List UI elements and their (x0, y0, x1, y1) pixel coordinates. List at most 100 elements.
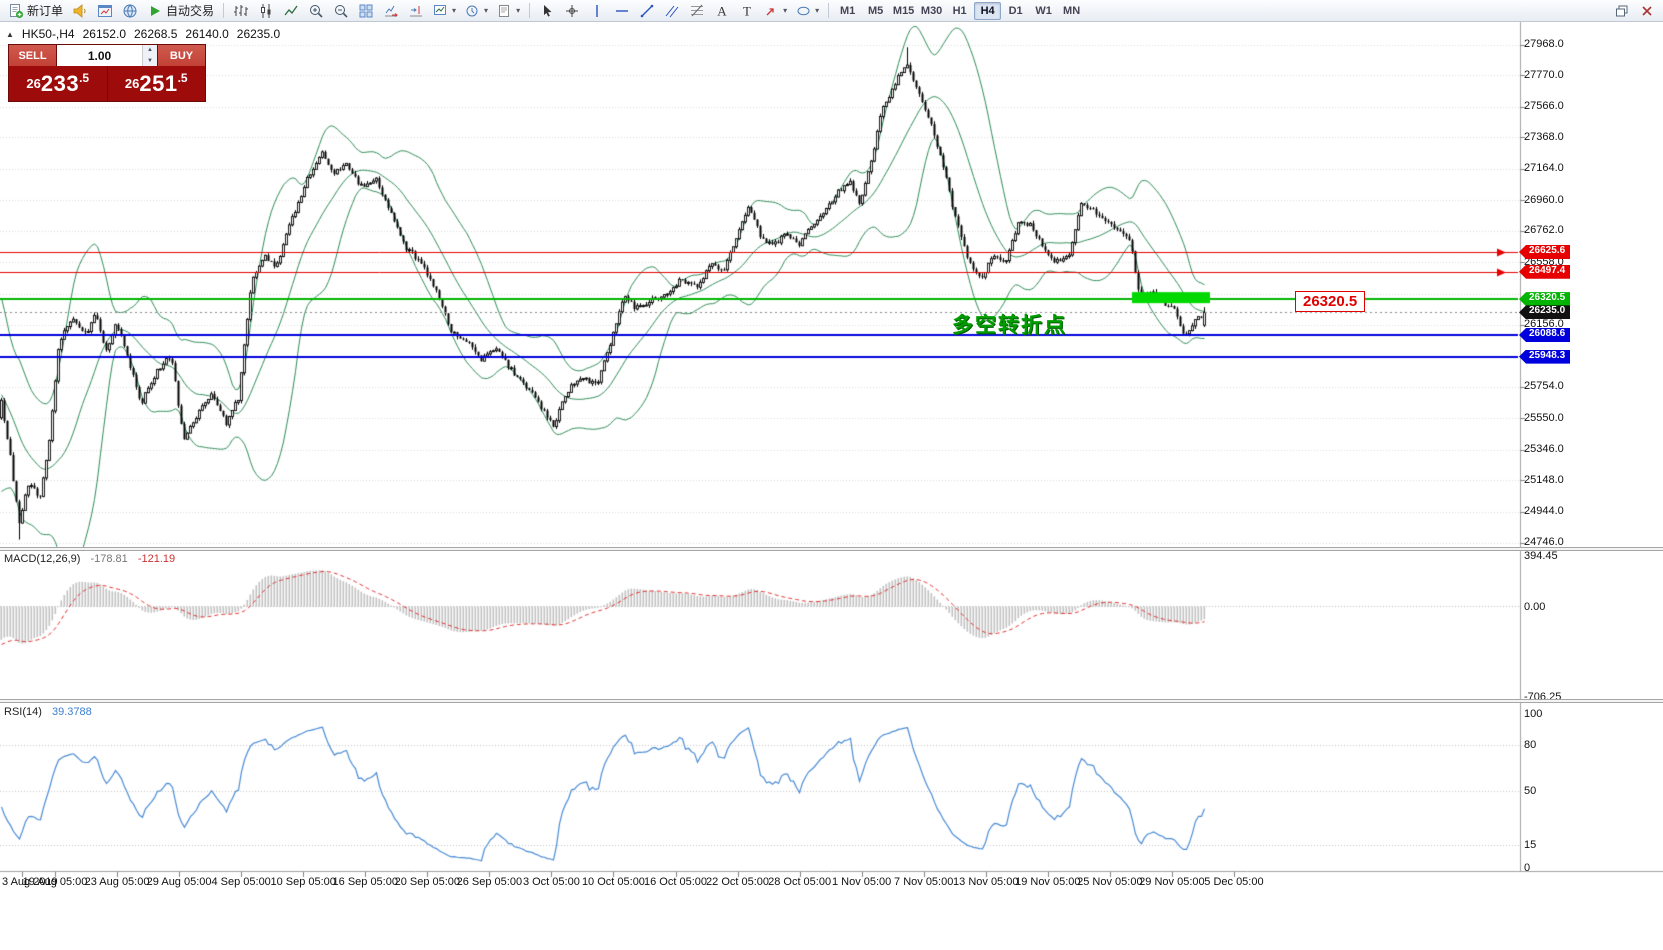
arrows-icon (764, 3, 780, 19)
new-order-button[interactable]: 新订单 (4, 1, 67, 20)
chart-info-line: ▲ HK50-,H4 26152.0 26268.5 26140.0 26235… (6, 27, 280, 41)
dropdown-caret-icon: ▾ (815, 5, 820, 15)
timeframe-h4-button[interactable]: H4 (974, 1, 1002, 20)
macd-name: MACD(12,26,9) (4, 553, 81, 565)
bar-close-value: 26235.0 (236, 27, 281, 41)
new-order-label: 新订单 (27, 4, 64, 18)
bar-low-value: 26140.0 (185, 27, 229, 41)
new-chart-button[interactable]: ▾ (429, 1, 460, 20)
arrows-button[interactable]: ▾ (760, 1, 791, 20)
buy-price-fraction: .5 (177, 71, 188, 85)
rsi-indicator-label: RSI(14) 39.3788 (4, 706, 92, 718)
shapes-button[interactable]: ▾ (792, 1, 823, 20)
line-chart-button[interactable] (279, 1, 303, 20)
sell-price-prefix: 26 (26, 76, 41, 91)
sell-price-fraction: .5 (79, 71, 90, 85)
svg-text:T: T (743, 3, 751, 18)
fibonacci-button[interactable] (685, 1, 709, 20)
timeframe-d1-button[interactable]: D1 (1002, 2, 1029, 20)
one-click-trading-panel: SELL ▲ ▼ BUY 26 233 .5 26 251 .5 (8, 44, 206, 102)
candlestick-chart-button[interactable] (254, 1, 278, 20)
crosshair-button[interactable] (560, 1, 584, 20)
vertical-line-button[interactable] (585, 1, 609, 20)
timeframe-m1-button[interactable]: M1 (834, 2, 861, 20)
sell-price-big: 233 (40, 70, 80, 96)
rsi-name: RSI(14) (4, 706, 42, 718)
sell-price[interactable]: 26 233 .5 (9, 66, 108, 101)
timeframe-w1-button[interactable]: W1 (1030, 2, 1057, 20)
buy-button[interactable]: BUY (158, 45, 205, 66)
volume-down-button[interactable]: ▼ (143, 55, 157, 66)
buy-price-big: 251 (139, 70, 178, 96)
zoom-in-icon (308, 3, 324, 19)
trade-panel-header-row: SELL ▲ ▼ BUY (9, 45, 205, 66)
timeframe-mn-button[interactable]: MN (1058, 2, 1085, 20)
text-label-button[interactable]: T (735, 1, 759, 20)
bar-high-value: 26268.5 (134, 27, 178, 41)
volume-input[interactable] (57, 45, 142, 66)
toolbar-group-timeframes: M1 M5 M15 M30 H1 H4 D1 W1 MN (834, 0, 1085, 21)
timeframe-h1-button[interactable]: H1 (946, 2, 973, 20)
toolbar-group-window (1610, 1, 1659, 20)
volume-spinner: ▲ ▼ (142, 45, 157, 66)
alerts-button[interactable] (68, 1, 92, 20)
bar-chart-button[interactable] (229, 1, 253, 20)
cursor-button[interactable] (535, 1, 559, 20)
one-click-collapse-icon[interactable]: ▲ (6, 29, 14, 39)
macd-main-value: -178.81 (90, 553, 128, 565)
auto-trading-label: 自动交易 (166, 4, 215, 18)
restore-window-button[interactable] (1610, 1, 1634, 20)
bar-chart-icon (233, 3, 249, 19)
label-icon: T (739, 3, 755, 19)
cursor-icon (539, 3, 555, 19)
profiles-button[interactable]: ▾ (461, 1, 492, 20)
chart-symbol-period: HK50-,H4 (21, 27, 75, 41)
timeframe-m30-button[interactable]: M30 (918, 2, 945, 20)
timeframe-m5-button[interactable]: M5 (862, 2, 889, 20)
auto-scroll-button[interactable] (379, 1, 403, 20)
toolbar-group-main: 新订单 自动交易 (4, 0, 218, 21)
chart-window-icon (97, 3, 113, 19)
volume-field: ▲ ▼ (56, 45, 158, 66)
templates-button[interactable]: ▾ (493, 1, 524, 20)
templates-icon (497, 3, 513, 19)
timeframe-m15-button[interactable]: M15 (890, 2, 917, 20)
horizontal-line-button[interactable] (610, 1, 634, 20)
macd-indicator-label: MACD(12,26,9) -178.81 -121.19 (4, 553, 175, 565)
toolbar: 新订单 自动交易 ▾ ▾ ▾ A T ▾ ▾ M1 M5 M15 M30 H1 H4 D1 W1 MN (0, 0, 1663, 22)
chart-text-annotation[interactable]: 多空转折点 (952, 314, 1067, 337)
trade-panel-price-row: 26 233 .5 26 251 .5 (9, 66, 205, 101)
new-chart-icon (433, 3, 449, 19)
zoom-out-button[interactable] (329, 1, 353, 20)
charts-button[interactable] (93, 1, 117, 20)
price-callout-label[interactable]: 26320.5 (1295, 291, 1366, 312)
buy-price-prefix: 26 (124, 76, 140, 91)
restore-icon (1614, 3, 1630, 19)
community-button[interactable] (118, 1, 142, 20)
text-icon: A (714, 3, 730, 19)
horizontal-line-icon (614, 3, 630, 19)
panel-separator-rsi[interactable] (0, 699, 1663, 703)
profiles-icon (465, 3, 481, 19)
horn-icon (72, 3, 88, 19)
close-window-button[interactable] (1635, 1, 1659, 20)
sell-button[interactable]: SELL (9, 45, 56, 66)
macd-signal-value: -121.19 (137, 553, 176, 565)
zoom-in-button[interactable] (304, 1, 328, 20)
buy-price[interactable]: 26 251 .5 (108, 66, 206, 101)
equidistant-channel-button[interactable] (660, 1, 684, 20)
auto-trading-button[interactable]: 自动交易 (143, 1, 218, 20)
play-icon (147, 3, 163, 19)
volume-up-button[interactable]: ▲ (143, 45, 157, 56)
chart-shift-button[interactable] (404, 1, 428, 20)
text-button[interactable]: A (710, 1, 734, 20)
panel-separator-macd[interactable] (0, 547, 1663, 551)
line-chart-icon (283, 3, 299, 19)
bar-open-value: 26152.0 (82, 27, 126, 41)
trendline-button[interactable] (635, 1, 659, 20)
tile-windows-button[interactable] (354, 1, 378, 20)
dropdown-caret-icon: ▾ (516, 5, 521, 15)
rsi-value: 39.3788 (51, 706, 92, 718)
